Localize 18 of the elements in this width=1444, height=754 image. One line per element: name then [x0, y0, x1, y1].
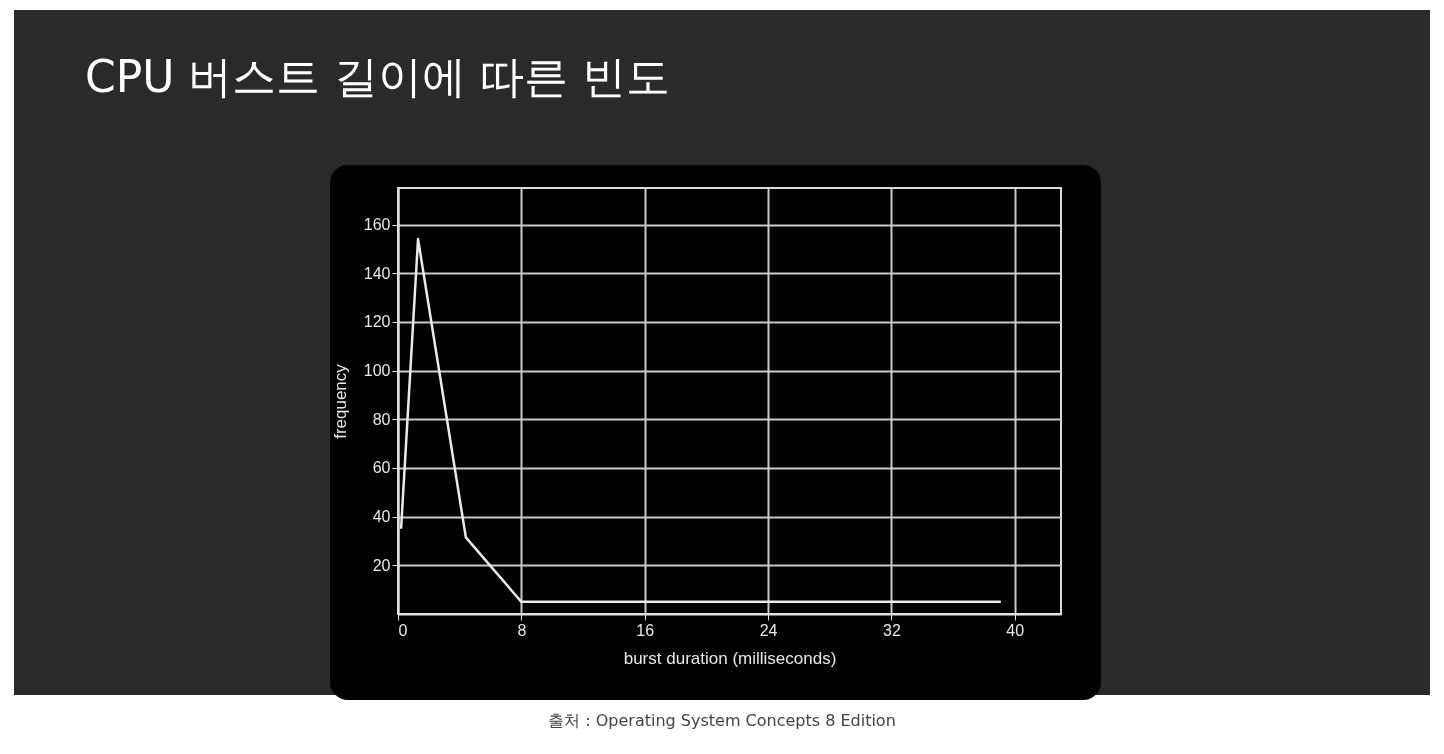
x-tick-label: 24: [759, 621, 778, 639]
chart-title: CPU 버스트 길이에 따른 빈도: [85, 50, 671, 104]
y-tick-label: 120: [363, 313, 391, 331]
y-tick-label: 80: [372, 410, 391, 428]
x-tick-label: 0: [398, 621, 408, 639]
x-tick-label: 40: [1006, 621, 1025, 639]
y-axis-title: frequency: [330, 363, 350, 439]
source-note: 출처 : Operating System Concepts 8 Edition: [547, 711, 897, 732]
x-tick-label: 16: [636, 621, 655, 639]
y-tick-label: 40: [372, 508, 391, 526]
y-tick-label: 140: [363, 264, 391, 282]
x-tick-label: 8: [517, 621, 527, 639]
y-tick-label: 100: [363, 362, 391, 380]
y-tick-label: 160: [363, 216, 391, 234]
y-tick-label: 60: [372, 459, 391, 477]
y-tick-label: 20: [372, 556, 391, 574]
x-tick-label: 32: [883, 621, 901, 639]
x-axis-title: burst duration (milliseconds): [623, 648, 837, 668]
